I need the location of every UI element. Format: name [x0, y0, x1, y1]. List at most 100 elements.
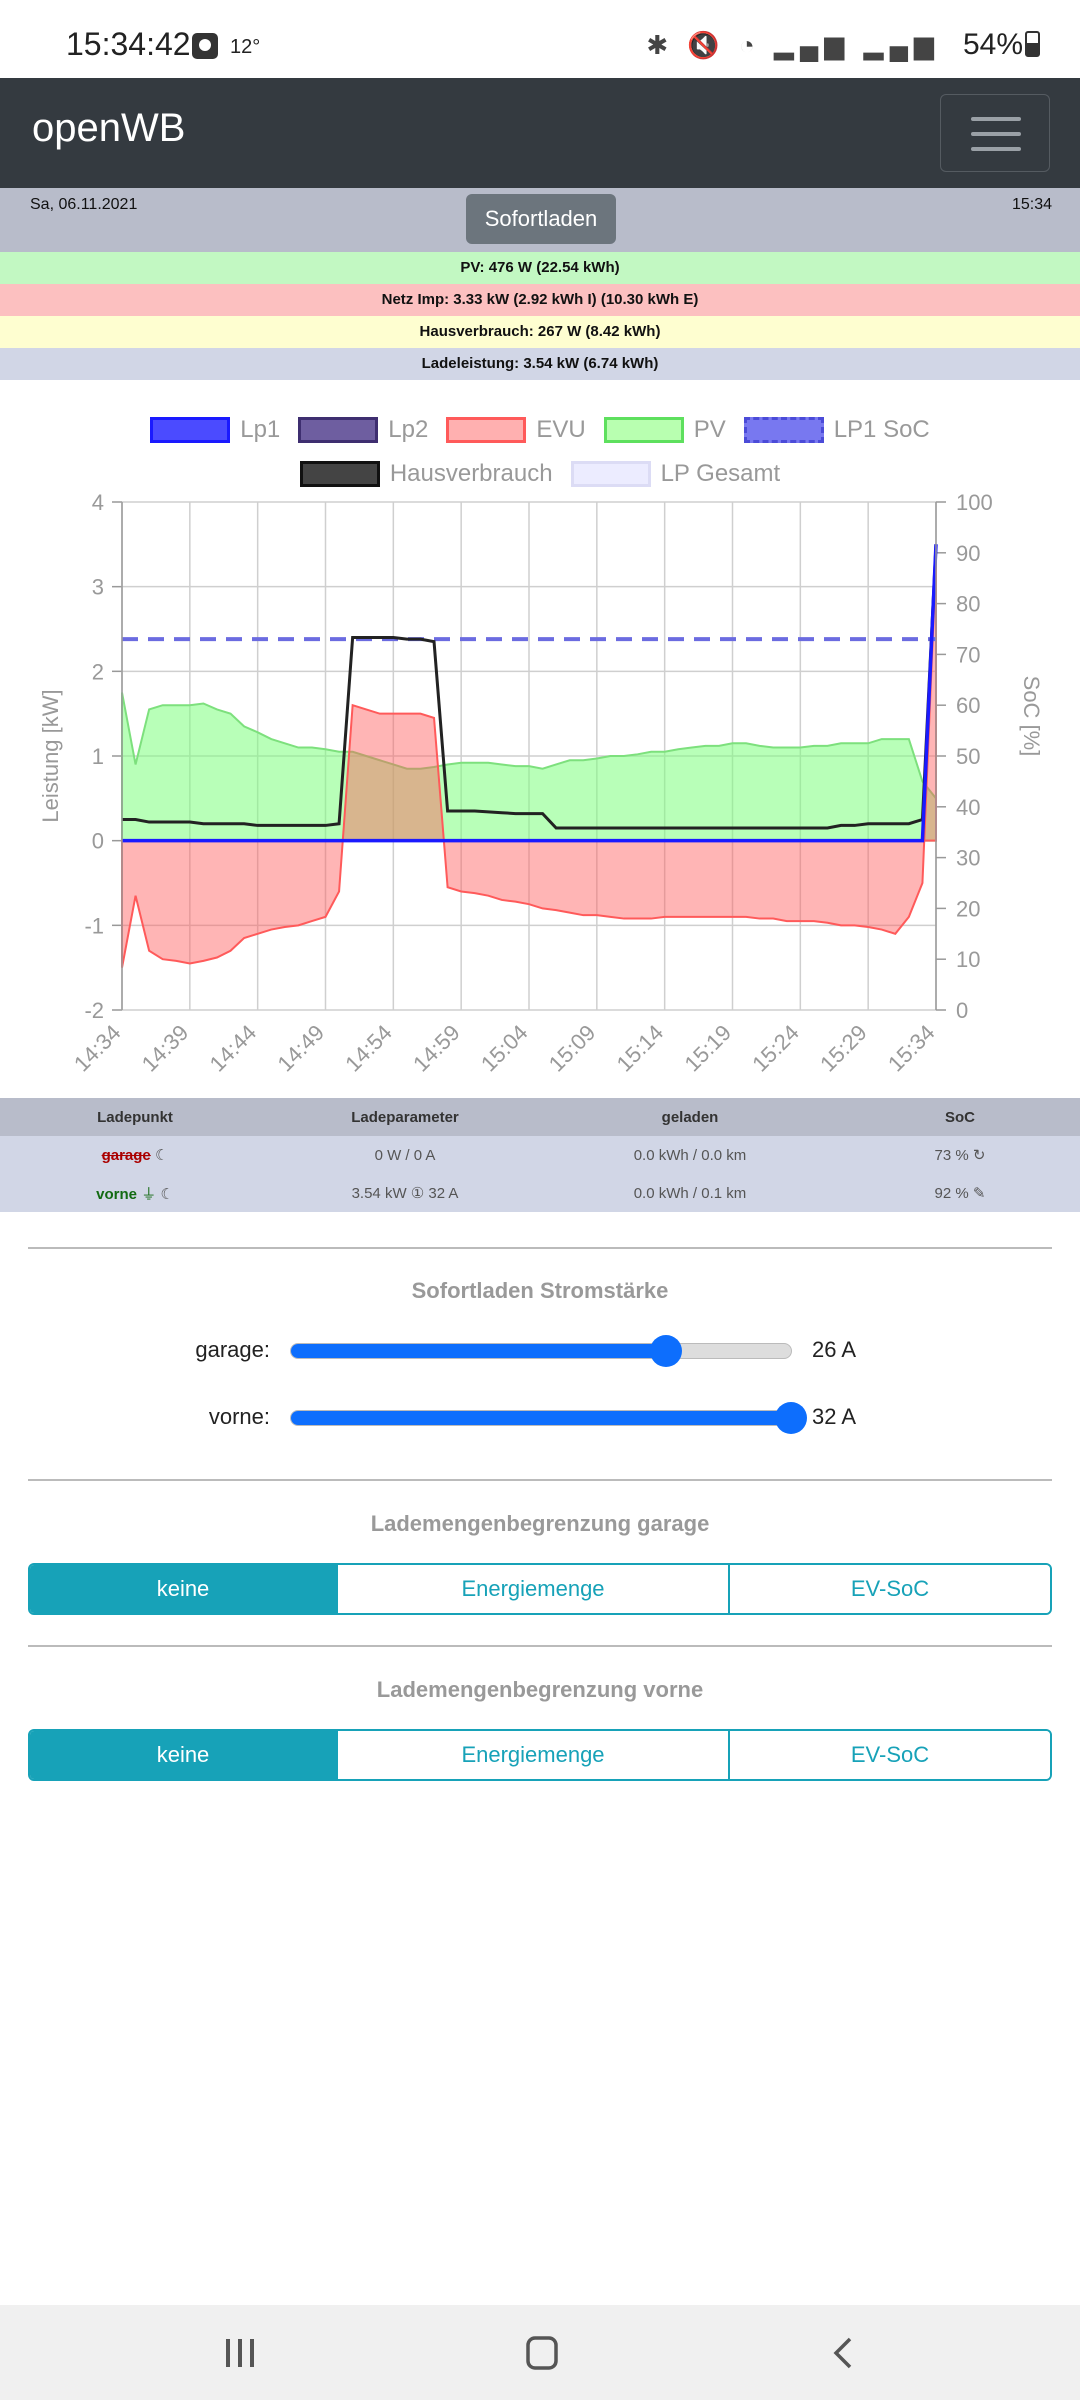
- column-header: SoC: [945, 1108, 975, 1126]
- limit-vorne-soc-button[interactable]: EV-SoC: [728, 1731, 1050, 1779]
- legend-swatch: [299, 461, 380, 487]
- home-icon[interactable]: [522, 2335, 562, 2371]
- y2-tick-label: 30: [956, 846, 980, 871]
- limit-garage-none-button[interactable]: keine: [30, 1565, 336, 1613]
- x-tick-label: 15:24: [747, 1020, 804, 1077]
- y2-tick-label: 100: [956, 490, 993, 515]
- limit-vorne-energy-button[interactable]: Energiemenge: [336, 1731, 728, 1779]
- slider-thumb[interactable]: [650, 1335, 682, 1367]
- limit-garage-energy-button[interactable]: Energiemenge: [336, 1565, 728, 1613]
- refresh-icon[interactable]: ↻: [972, 1147, 986, 1164]
- moon-icon: ☾: [154, 1147, 169, 1164]
- slider-row-garage: garage: 26 A: [0, 1331, 1080, 1371]
- legend-item-hausverbrauch[interactable]: Hausverbrauch: [299, 460, 553, 488]
- status-bar: 15:34:42 12° ✱ 🔇 ◔ ▂▄▆ ▂▄▆ 54%: [0, 0, 1080, 78]
- legend-item-lp-gesamt[interactable]: LP Gesamt: [570, 460, 780, 488]
- y-tick-label: 0: [92, 829, 104, 854]
- y-tick-label: -2: [84, 998, 104, 1023]
- pv-summary: PV: 476 W (22.54 kWh): [0, 252, 1080, 284]
- legend-swatch: [570, 461, 651, 487]
- slider-row-vorne: vorne: 32 A: [0, 1398, 1080, 1438]
- section-title-current: Sofortladen Stromstärke: [411, 1278, 669, 1303]
- system-navigation-bar: [0, 2305, 1080, 2400]
- y-tick-label: 3: [92, 575, 104, 600]
- grid-summary: Netz Imp: 3.33 kW (2.92 kWh I) (10.30 kW…: [0, 284, 1080, 316]
- soc-cell: 73 % ↻: [840, 1146, 1080, 1164]
- y2-tick-label: 0: [956, 998, 968, 1023]
- x-tick-label: 15:34: [883, 1020, 940, 1077]
- y2-tick-label: 60: [956, 693, 980, 718]
- slider-label: garage:: [195, 1337, 270, 1362]
- chart-legend: Lp1 Lp2 EVU PV LP1 SoC Hausverbrauch LP …: [0, 408, 1080, 496]
- legend-item-lp2[interactable]: Lp2: [298, 416, 428, 444]
- back-icon[interactable]: [824, 2335, 864, 2371]
- x-tick-label: 15:14: [612, 1020, 669, 1077]
- power-chart[interactable]: Lp1 Lp2 EVU PV LP1 SoC Hausverbrauch LP …: [0, 380, 1080, 1098]
- y-tick-label: -1: [84, 913, 104, 938]
- chargepoint-name-cell[interactable]: vorne ⏚ ☾: [0, 1183, 270, 1204]
- slider-value: 32 A: [812, 1404, 857, 1429]
- legend-swatch: [603, 417, 684, 443]
- moon-icon: ☾: [160, 1185, 174, 1203]
- current-slider-garage[interactable]: [290, 1335, 792, 1367]
- chargepoint-name: vorne: [96, 1185, 138, 1203]
- y2-tick-label: 40: [956, 795, 980, 820]
- notification-icon: [192, 33, 218, 59]
- legend-item-evu[interactable]: EVU: [446, 416, 586, 444]
- x-tick-label: 14:39: [137, 1020, 194, 1077]
- charged-cell: 0.0 kWh / 0.1 km: [633, 1184, 747, 1202]
- legend-swatch: [150, 417, 231, 443]
- soc-value: 73 %: [934, 1147, 969, 1164]
- signal-icons: ✱ 🔇 ◔ ▂▄▆ ▂▄▆: [646, 30, 940, 60]
- slider-value: 26 A: [812, 1337, 857, 1362]
- soc-value: 92 %: [934, 1185, 969, 1202]
- limit-vorne-button-group: keine Energiemenge EV-SoC: [28, 1729, 1052, 1781]
- divider: [28, 1645, 1052, 1647]
- table-row: vorne ⏚ ☾ 3.54 kW ① 32 A 0.0 kWh / 0.1 k…: [0, 1174, 1080, 1212]
- section-title-limit-garage: Lademengenbegrenzung garage: [370, 1511, 710, 1536]
- slider-label: vorne:: [208, 1404, 270, 1429]
- x-tick-label: 14:59: [408, 1020, 465, 1077]
- charge-mode-button[interactable]: Sofortladen: [466, 194, 616, 244]
- app-title[interactable]: openWB: [32, 106, 186, 150]
- chargepoint-name-cell[interactable]: garage ☾: [0, 1146, 270, 1164]
- x-tick-label: 15:09: [544, 1020, 601, 1077]
- slider-fill: [291, 1411, 791, 1425]
- section-title-limit-vorne: Lademengenbegrenzung vorne: [376, 1677, 704, 1702]
- divider: [28, 1479, 1052, 1481]
- chargepoint-table: Ladepunkt Ladeparameter geladen SoC gara…: [0, 1098, 1080, 1212]
- current-slider-vorne[interactable]: [290, 1402, 807, 1434]
- legend-item-lp1-soc[interactable]: LP1 SoC: [743, 416, 930, 444]
- legend-label: EVU: [536, 416, 586, 443]
- legend-item-lp1[interactable]: Lp1: [150, 416, 280, 444]
- soc-cell: 92 % ✎: [840, 1184, 1080, 1202]
- x-tick-label: 15:29: [815, 1020, 872, 1077]
- menu-toggle-button[interactable]: [940, 94, 1050, 172]
- battery-percent: 54%: [962, 28, 1023, 61]
- recent-apps-icon[interactable]: [220, 2335, 260, 2371]
- limit-garage-soc-button[interactable]: EV-SoC: [728, 1565, 1050, 1613]
- slider-thumb[interactable]: [775, 1402, 807, 1434]
- info-header: Sa, 06.11.2021 Sofortladen 15:34: [0, 188, 1080, 252]
- y2-tick-label: 20: [956, 896, 980, 921]
- x-tick-label: 14:44: [205, 1020, 262, 1077]
- legend-swatch: [743, 417, 824, 443]
- legend-item-pv[interactable]: PV: [603, 416, 726, 444]
- legend-label: Lp2: [388, 416, 429, 443]
- y-tick-label: 4: [92, 490, 104, 515]
- edit-icon[interactable]: ✎: [972, 1185, 986, 1202]
- legend-swatch: [446, 417, 527, 443]
- hamburger-icon-line: [971, 147, 1021, 151]
- y-axis-label: Leistung [kW]: [38, 689, 63, 822]
- legend-label: Lp1: [240, 416, 281, 443]
- hamburger-icon-line: [971, 132, 1021, 136]
- legend-label: Hausverbrauch: [389, 460, 553, 487]
- y-tick-label: 2: [92, 659, 104, 684]
- limit-vorne-none-button[interactable]: keine: [30, 1731, 336, 1779]
- series-hausverbrauch-line: [122, 544, 938, 830]
- param-cell: 0 W / 0 A: [374, 1146, 436, 1164]
- battery-icon: [1025, 31, 1040, 57]
- column-header: geladen: [661, 1108, 719, 1126]
- y-tick-label: 1: [92, 744, 104, 769]
